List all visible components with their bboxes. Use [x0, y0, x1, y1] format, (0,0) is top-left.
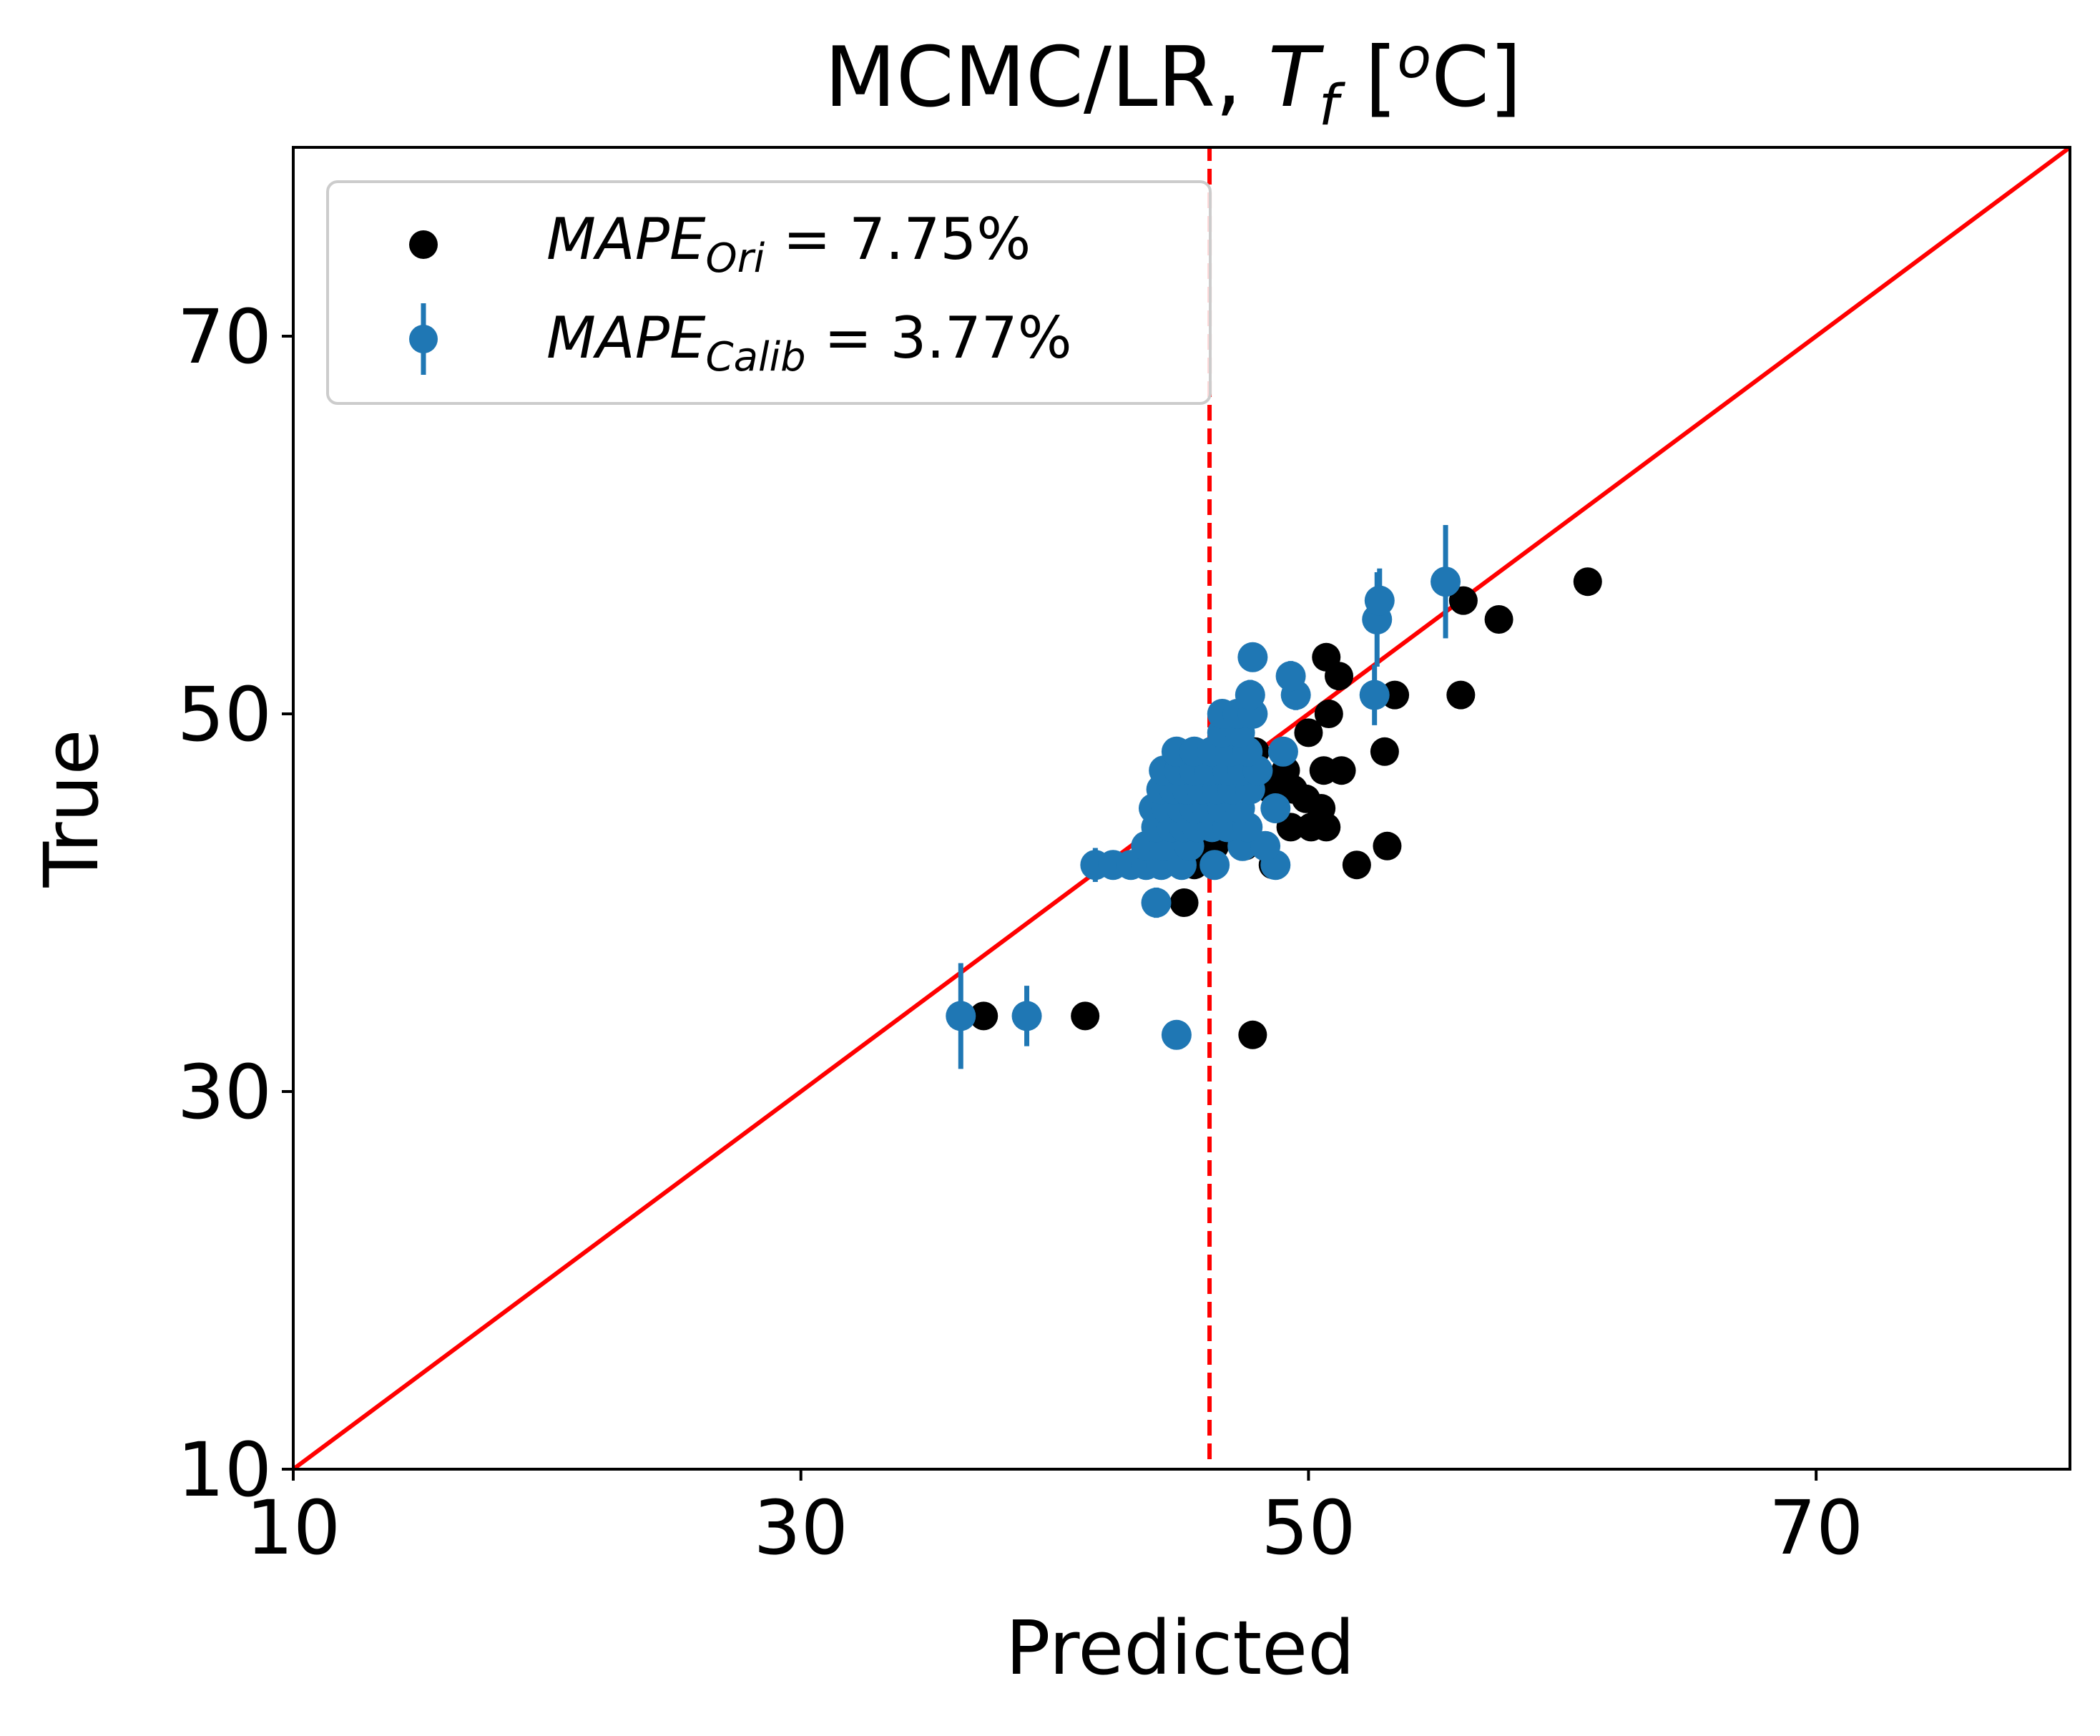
original-point	[1342, 850, 1371, 880]
x-tick-label: 50	[1261, 1484, 1355, 1571]
legend-calibrated-sub: Calib	[706, 334, 806, 381]
calibrated-point	[1250, 830, 1281, 861]
calibrated-point	[1237, 642, 1268, 672]
calibrated-point	[946, 1001, 976, 1031]
x-tick-label: 30	[754, 1484, 848, 1571]
legend-marker-original	[409, 230, 438, 259]
plot-frame	[292, 146, 2071, 1471]
data-points	[946, 525, 1602, 1069]
calibrated-point	[1364, 585, 1395, 616]
original-point	[1370, 737, 1399, 766]
calibrated-point	[1359, 680, 1390, 710]
calibrated-point	[1011, 1001, 1042, 1031]
original-point	[969, 1001, 999, 1031]
chart-title-unit-close: C]	[1431, 29, 1521, 126]
x-tick-label: 70	[1769, 1484, 1863, 1571]
original-point	[1291, 784, 1320, 813]
calibrated-point	[1431, 567, 1461, 597]
original-point	[1314, 700, 1343, 728]
chart-title-unit-superscript: o	[1397, 26, 1431, 91]
legend-entry-calibrated: MAPECalib = 3.77%	[546, 305, 1072, 381]
legend-original-main: MAPE	[546, 206, 706, 273]
y-tick-label: 50	[177, 671, 272, 758]
chart-title-symbol: T	[1268, 29, 1325, 126]
legend-original-value: = 7.75%	[765, 206, 1031, 273]
calibrated-point	[1275, 661, 1306, 692]
legend-marker-calibrated	[409, 325, 438, 353]
x-tick-label: 10	[246, 1484, 340, 1571]
calibrated-point	[1141, 888, 1172, 918]
y-tick-label: 70	[177, 293, 272, 381]
x-axis-label: Predicted	[1006, 1604, 1355, 1692]
original-point	[1373, 831, 1402, 860]
calibrated-point	[1267, 736, 1298, 767]
original-point	[1446, 680, 1476, 710]
original-point	[1294, 718, 1323, 747]
calibrated-point	[1199, 850, 1230, 881]
chart-title-unit-open: [	[1338, 29, 1397, 126]
y-tick-label: 30	[177, 1049, 272, 1136]
chart-title-main: MCMC/LR,	[825, 29, 1268, 126]
original-point	[1484, 605, 1513, 634]
legend-calibrated-main: MAPE	[546, 305, 706, 371]
legend-calibrated-value: = 3.77%	[806, 305, 1072, 371]
original-point	[1169, 888, 1199, 917]
legend-box	[326, 180, 1212, 405]
calibrated-point	[1235, 680, 1265, 710]
y-axis-label: True	[28, 730, 115, 888]
original-point	[1238, 1020, 1267, 1049]
original-point	[1327, 756, 1356, 785]
legend-entry-original: MAPEOri = 7.75%	[546, 206, 1031, 282]
original-point	[1448, 586, 1478, 615]
calibrated-point	[1161, 1019, 1192, 1050]
y-tick-label: 10	[177, 1426, 272, 1514]
axis-ticks: 10 30 50 70 10 30 50 70	[177, 293, 1864, 1571]
original-point	[1312, 642, 1341, 672]
chart-title: MCMC/LR, Tf [oC]	[825, 26, 1522, 138]
calibrated-point	[1260, 793, 1291, 823]
original-point	[1071, 1001, 1100, 1031]
legend-original-sub: Ori	[706, 235, 765, 282]
legend: MAPEOri = 7.75% MAPECalib = 3.77%	[326, 180, 1212, 405]
original-point	[1573, 567, 1602, 597]
